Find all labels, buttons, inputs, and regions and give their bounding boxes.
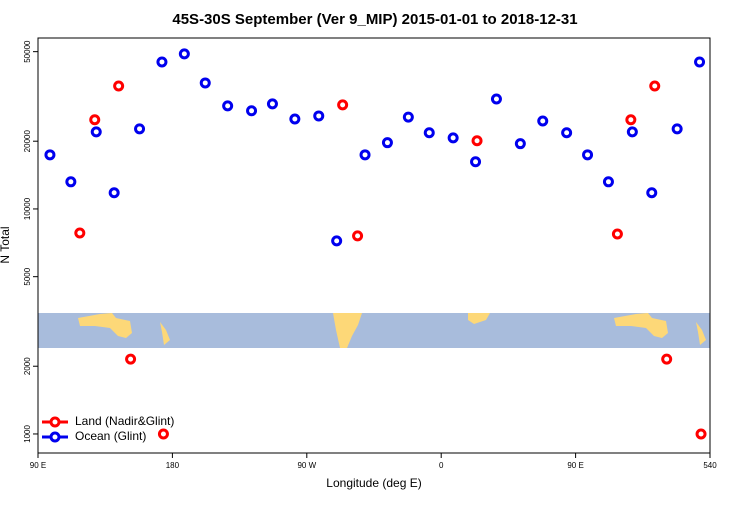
data-point [157, 428, 169, 440]
data-point [602, 176, 614, 188]
data-point [402, 111, 414, 123]
data-point [156, 56, 168, 68]
data-point [199, 77, 211, 89]
data-point [65, 176, 77, 188]
data-point [134, 123, 146, 135]
y-tick-label: 5000 [23, 267, 32, 285]
land-shape [696, 322, 706, 345]
data-point [695, 428, 707, 440]
y-axis-label: N Total [0, 226, 12, 263]
data-point [661, 353, 673, 365]
x-tick-label: 540 [703, 461, 717, 470]
data-point [447, 132, 459, 144]
data-point [381, 137, 393, 149]
data-point [74, 227, 86, 239]
y-tick-label: 1000 [23, 425, 32, 443]
data-point [266, 98, 278, 110]
data-point [490, 93, 502, 105]
x-tick-label: 0 [439, 461, 444, 470]
data-point [125, 353, 137, 365]
x-tick-label: 90 E [567, 461, 583, 470]
data-point [514, 138, 526, 150]
data-point [313, 110, 325, 122]
data-point [222, 100, 234, 112]
data-point [108, 187, 120, 199]
data-point [582, 149, 594, 161]
y-tick-label: 20000 [23, 130, 32, 153]
data-point [89, 114, 101, 126]
data-point [289, 113, 301, 125]
data-point [694, 56, 706, 68]
land-shape [333, 313, 362, 348]
data-point [44, 149, 56, 161]
chart-title: 45S-30S September (Ver 9_MIP) 2015-01-01… [172, 11, 577, 28]
land-shape [468, 313, 490, 324]
data-point [649, 80, 661, 92]
data-point [671, 123, 683, 135]
x-axis-label: Longitude (deg E) [326, 476, 421, 490]
legend-marker [49, 431, 61, 443]
x-tick-label: 180 [166, 461, 180, 470]
data-point [646, 187, 658, 199]
map-strip [38, 313, 710, 348]
data-point [359, 149, 371, 161]
data-point [537, 115, 549, 127]
y-tick-label: 10000 [23, 197, 32, 220]
data-point [423, 127, 435, 139]
x-tick-label: 90 W [297, 461, 316, 470]
plot-frame [37, 37, 711, 454]
data-point [561, 127, 573, 139]
legend-marker [49, 416, 61, 428]
data-point [470, 156, 482, 168]
data-point [331, 235, 343, 247]
data-point [113, 80, 125, 92]
data-point [337, 99, 349, 111]
y-tick-label: 50000 [23, 40, 32, 63]
land-shape [160, 322, 170, 345]
data-point [625, 114, 637, 126]
data-point [611, 228, 623, 240]
y-tick-label: 2000 [23, 357, 32, 375]
data-point [246, 105, 258, 117]
data-point [471, 135, 483, 147]
legend-label: Ocean (Glint) [75, 429, 146, 443]
data-point [352, 230, 364, 242]
data-point [90, 126, 102, 138]
x-tick-label: 90 E [30, 461, 46, 470]
legend-label: Land (Nadir&Glint) [75, 414, 174, 428]
data-point [178, 48, 190, 60]
land-shape [614, 313, 668, 338]
data-point [626, 126, 638, 138]
ocean-strip [38, 313, 710, 348]
land-shape [78, 313, 132, 338]
